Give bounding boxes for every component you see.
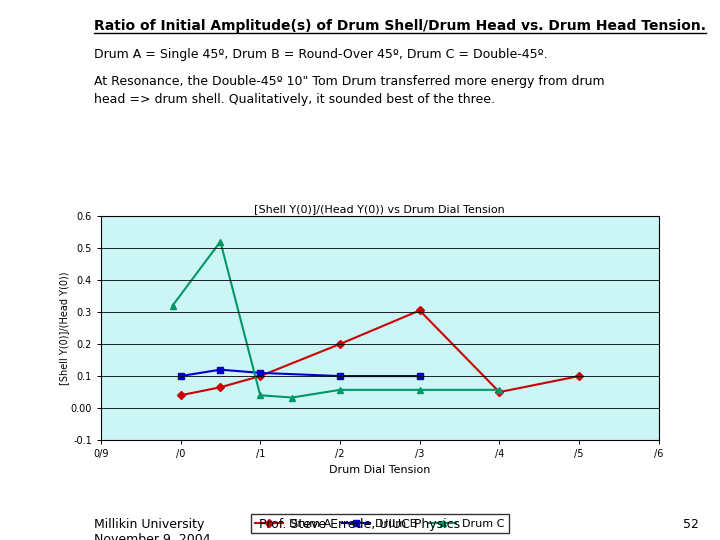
Drum C — [288, 394, 297, 401]
Text: Ratio of Initial Amplitude(s) of Drum Shell/Drum Head vs. Drum Head Tension.: Ratio of Initial Amplitude(s) of Drum Sh… — [94, 19, 706, 33]
Drum A — [216, 384, 225, 390]
Legend: Drum A, Drum B, Drum C: Drum A, Drum B, Drum C — [251, 514, 509, 533]
Line: Drum A: Drum A — [178, 308, 582, 398]
Text: Millikin University
November 9, 2004: Millikin University November 9, 2004 — [94, 518, 210, 540]
Drum C — [415, 387, 424, 393]
Drum C — [216, 238, 225, 245]
Text: head => drum shell. Qualitatively, it sounded best of the three.: head => drum shell. Qualitatively, it so… — [94, 93, 495, 106]
Y-axis label: [Shell Y(0)]/(Head Y(0)): [Shell Y(0)]/(Head Y(0)) — [59, 271, 69, 385]
Drum A — [336, 341, 344, 347]
Text: Prof. Steve Errede, UIUC Physics: Prof. Steve Errede, UIUC Physics — [259, 518, 461, 531]
Drum C — [495, 387, 504, 393]
Drum C — [256, 392, 264, 399]
Drum B — [176, 373, 185, 379]
Drum B — [216, 367, 225, 373]
Drum A — [176, 392, 185, 399]
Drum B — [336, 373, 344, 379]
Drum A — [495, 389, 504, 395]
Line: Drum B: Drum B — [178, 367, 423, 379]
Text: 52: 52 — [683, 518, 698, 531]
Drum C — [168, 302, 177, 309]
Drum B — [415, 373, 424, 379]
Line: Drum C: Drum C — [170, 239, 502, 400]
X-axis label: Drum Dial Tension: Drum Dial Tension — [329, 465, 431, 475]
Title: [Shell Y(0)]/(Head Y(0)) vs Drum Dial Tension: [Shell Y(0)]/(Head Y(0)) vs Drum Dial Te… — [254, 204, 505, 214]
Text: At Resonance, the Double-45º 10" Tom Drum transferred more energy from drum: At Resonance, the Double-45º 10" Tom Dru… — [94, 75, 604, 87]
Drum C — [336, 387, 344, 393]
Drum A — [575, 373, 583, 379]
Drum A — [256, 373, 264, 379]
Text: Drum A = Single 45º, Drum B = Round-Over 45º, Drum C = Double-45º.: Drum A = Single 45º, Drum B = Round-Over… — [94, 48, 547, 60]
Drum A — [415, 307, 424, 314]
Drum B — [256, 369, 264, 376]
